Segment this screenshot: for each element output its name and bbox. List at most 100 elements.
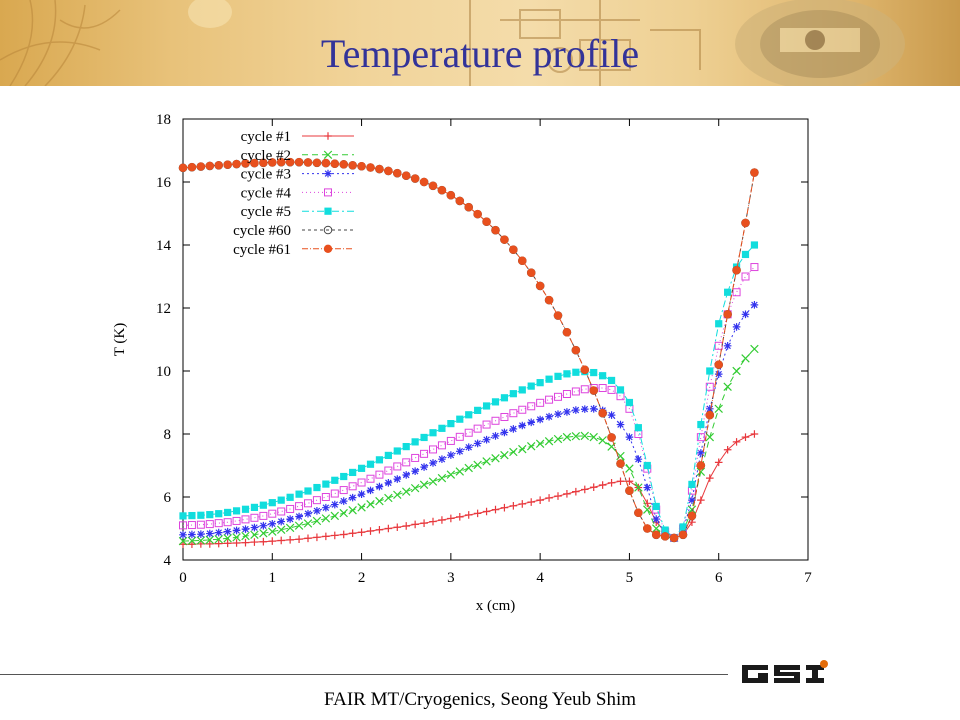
data-point [286, 536, 294, 544]
data-point [553, 311, 563, 320]
data-point [723, 382, 732, 391]
data-point [384, 466, 393, 475]
data-point [669, 533, 679, 543]
data-point [598, 436, 607, 445]
data-point [429, 429, 437, 437]
data-point [660, 532, 670, 541]
data-point [393, 523, 402, 532]
series-line [182, 266, 755, 539]
data-point [625, 398, 634, 407]
data-point [259, 521, 268, 530]
data-point [518, 500, 527, 508]
data-point [527, 418, 536, 427]
data-point [527, 402, 536, 411]
data-point [420, 519, 428, 527]
data-point [705, 474, 714, 482]
data-point [580, 431, 590, 441]
data-point [580, 365, 589, 374]
data-point [295, 512, 303, 521]
data-point [178, 163, 188, 173]
data-point [366, 474, 375, 483]
data-point [205, 540, 214, 548]
data-point [598, 409, 607, 418]
data-point [634, 455, 643, 463]
data-point [571, 387, 580, 396]
data-point [590, 368, 598, 377]
data-point [482, 457, 491, 466]
data-point [321, 514, 331, 523]
data-point [429, 459, 437, 467]
data-point [384, 451, 392, 460]
data-point [294, 521, 304, 530]
data-point [393, 168, 402, 178]
data-point [384, 166, 393, 176]
data-point [750, 263, 759, 272]
data-point [518, 405, 527, 414]
data-point [304, 534, 312, 543]
data-point [500, 428, 509, 437]
data-point [419, 177, 429, 187]
data-point [232, 507, 241, 515]
data-point [188, 511, 196, 520]
data-point [616, 459, 625, 468]
data-point [616, 420, 625, 429]
data-point [723, 445, 732, 454]
data-point [732, 266, 741, 275]
data-point [643, 505, 652, 514]
data-point [393, 462, 402, 471]
data-point [750, 241, 759, 249]
data-point [196, 162, 206, 171]
legend-label: cycle #60 [233, 223, 291, 239]
y-tick-label: 12 [156, 301, 171, 317]
data-point [553, 434, 563, 444]
data-point [705, 405, 714, 413]
data-point [536, 496, 544, 504]
data-point [268, 527, 277, 536]
data-point [428, 181, 438, 190]
x-tick-label: 2 [358, 570, 366, 586]
data-point [357, 162, 366, 171]
data-point [214, 519, 223, 528]
data-point [375, 470, 384, 479]
data-point [223, 539, 232, 548]
x-tick-label: 5 [626, 570, 634, 586]
data-point [384, 493, 393, 503]
data-point [482, 420, 491, 429]
data-point [697, 420, 705, 429]
data-point [652, 502, 660, 511]
y-tick-label: 6 [164, 490, 172, 506]
data-point [366, 527, 375, 535]
x-tick-label: 6 [715, 570, 723, 586]
data-point [715, 320, 723, 328]
data-point [572, 487, 580, 496]
data-point [696, 433, 705, 442]
data-point [393, 447, 401, 455]
data-point [518, 421, 527, 430]
data-point [241, 159, 250, 168]
data-point [554, 392, 562, 401]
data-point [687, 486, 696, 495]
data-point [241, 505, 250, 513]
data-point [723, 310, 732, 319]
data-point [625, 433, 634, 441]
data-point [339, 497, 348, 505]
data-point [526, 442, 536, 451]
data-point [277, 517, 286, 526]
data-point [465, 411, 473, 419]
data-point [438, 424, 446, 432]
data-point [330, 159, 339, 168]
data-point [438, 516, 446, 524]
data-point [447, 514, 455, 523]
data-point [643, 524, 652, 533]
data-point [420, 433, 428, 442]
data-point [340, 472, 348, 481]
data-point [697, 449, 705, 457]
data-point [732, 288, 741, 297]
data-point [384, 479, 393, 487]
data-point [205, 535, 215, 545]
data-point [205, 520, 214, 529]
data-point [188, 530, 196, 539]
data-point [268, 499, 276, 507]
data-point [634, 430, 643, 438]
data-point [688, 496, 696, 504]
